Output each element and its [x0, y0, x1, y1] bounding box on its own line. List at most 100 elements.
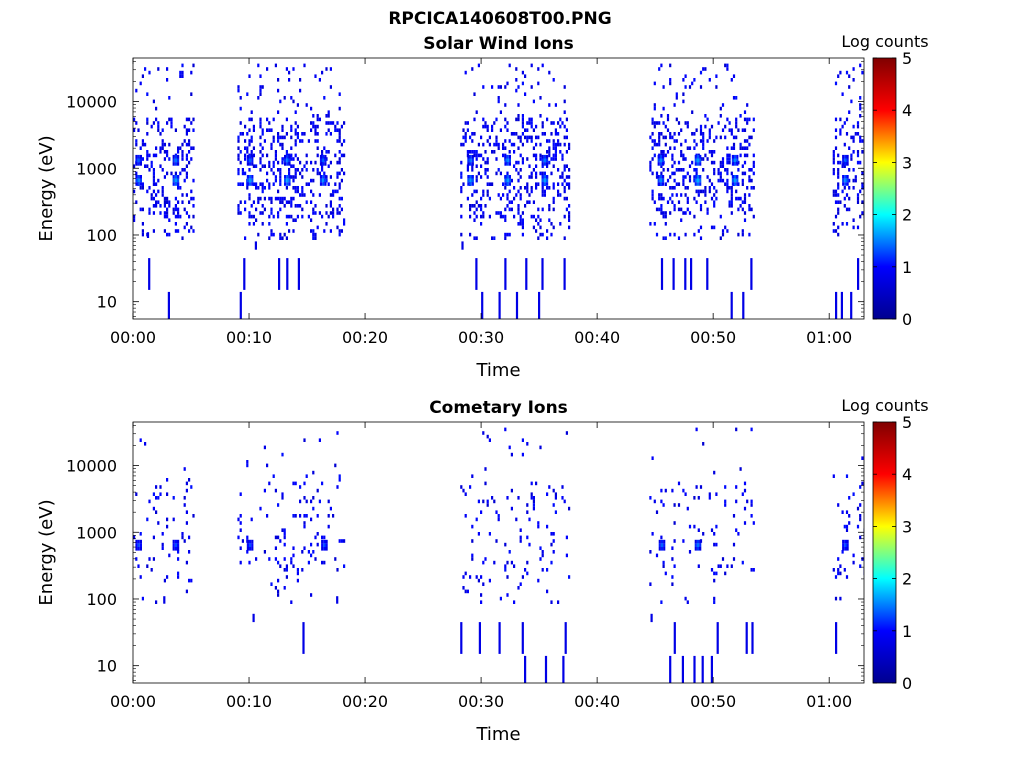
- heatmap-cell: [504, 568, 507, 572]
- heatmap-cell: [563, 196, 566, 201]
- heatmap-cell: [255, 182, 258, 186]
- heatmap-cell: [861, 182, 864, 186]
- heatmap-cell: [135, 139, 138, 143]
- heatmap-streak: [163, 596, 166, 604]
- heatmap-peak: [467, 175, 470, 179]
- heatmap-cell: [746, 146, 749, 150]
- heatmap-streak: [701, 655, 704, 683]
- heatmap-cell: [316, 132, 319, 136]
- heatmap-cell: [475, 575, 478, 579]
- heatmap-cell: [561, 153, 564, 158]
- heatmap-cell: [752, 521, 755, 525]
- heatmap-cell: [699, 139, 703, 143]
- heatmap-cell: [721, 103, 725, 107]
- heatmap-cell: [726, 153, 729, 158]
- heatmap-peak: [734, 158, 737, 163]
- heatmap-cell: [244, 124, 247, 129]
- heatmap-cell: [318, 171, 321, 176]
- heatmap-cell: [310, 499, 313, 504]
- heatmap-cell: [336, 211, 339, 215]
- heatmap-cell: [537, 81, 540, 86]
- heatmap-cell: [537, 214, 540, 219]
- heatmap-cell: [239, 521, 242, 525]
- heatmap-cell: [554, 157, 557, 161]
- heatmap-cell: [660, 193, 663, 197]
- heatmap-cell: [552, 186, 555, 190]
- heatmap-cell: [841, 510, 844, 514]
- heatmap-cell: [730, 564, 733, 568]
- heatmap-cell: [464, 571, 467, 576]
- heatmap-cell: [686, 121, 689, 125]
- heatmap-cell: [837, 200, 840, 204]
- heatmap-cell: [288, 229, 291, 233]
- heatmap-peak: [324, 162, 327, 166]
- heatmap-cell: [174, 196, 177, 201]
- heatmap-cell: [486, 499, 489, 504]
- heatmap-cell: [321, 70, 324, 75]
- heatmap-cell: [493, 121, 496, 125]
- heatmap-cell: [491, 150, 494, 154]
- heatmap-cell: [526, 128, 529, 132]
- heatmap-cell: [312, 496, 315, 500]
- heatmap-cell: [323, 96, 326, 100]
- heatmap-cell: [332, 193, 335, 197]
- heatmap-cell: [141, 186, 144, 190]
- heatmap-cell: [274, 175, 277, 179]
- heatmap-cell: [521, 211, 524, 215]
- heatmap-cell: [188, 142, 191, 147]
- heatmap-cell: [303, 481, 306, 486]
- heatmap-cell: [174, 222, 177, 226]
- heatmap-peak: [844, 175, 847, 179]
- heatmap-cell: [464, 514, 467, 518]
- heatmap-cell: [704, 124, 707, 129]
- heatmap-cell: [750, 178, 753, 183]
- heatmap-cell: [519, 196, 522, 201]
- heatmap-cell: [277, 578, 280, 583]
- heatmap-streak: [538, 291, 541, 319]
- heatmap-peak: [177, 539, 180, 544]
- heatmap-cell: [843, 121, 846, 125]
- heatmap-peak: [504, 175, 507, 179]
- heatmap-peak: [288, 154, 291, 159]
- heatmap-peak: [736, 178, 739, 183]
- heatmap-cell: [550, 542, 553, 547]
- heatmap-cell: [502, 142, 505, 147]
- heatmap-cell: [852, 178, 855, 183]
- heatmap-cell: [568, 175, 571, 179]
- heatmap-cell: [146, 117, 149, 122]
- x-tick-label: 00:20: [342, 692, 388, 711]
- heatmap-cell: [653, 121, 656, 125]
- heatmap-streak: [673, 622, 676, 654]
- heatmap-cell: [312, 232, 315, 237]
- heatmap-cell: [658, 196, 661, 201]
- heatmap-cell: [653, 222, 656, 226]
- heatmap-cell: [471, 67, 474, 71]
- heatmap-cell: [475, 214, 478, 219]
- heatmap-cell: [715, 85, 718, 89]
- heatmap-peak: [323, 547, 326, 551]
- heatmap-cell: [283, 586, 286, 590]
- heatmap-cell: [691, 81, 694, 86]
- heatmap-cell: [546, 524, 549, 529]
- heatmap-cell: [508, 232, 511, 237]
- heatmap-cell: [283, 542, 286, 547]
- heatmap-cell: [697, 496, 700, 500]
- heatmap-cell: [241, 171, 244, 176]
- heatmap-cell: [684, 139, 687, 143]
- heatmap-cell: [739, 204, 742, 208]
- heatmap-peak: [842, 162, 845, 166]
- heatmap-cell: [277, 160, 280, 165]
- heatmap-cell: [506, 496, 509, 500]
- heatmap-cell: [688, 164, 692, 168]
- heatmap-cell: [748, 207, 751, 212]
- heatmap-cell: [460, 232, 463, 237]
- heatmap-cell: [141, 157, 144, 161]
- heatmap-cell: [535, 124, 538, 129]
- heatmap-cell: [270, 211, 273, 215]
- heatmap-cells: [133, 427, 864, 683]
- heatmap-cell: [537, 182, 540, 186]
- heatmap-cell: [502, 146, 505, 150]
- heatmap-cell: [737, 232, 740, 237]
- colorbar-tick-label: 3: [902, 153, 912, 172]
